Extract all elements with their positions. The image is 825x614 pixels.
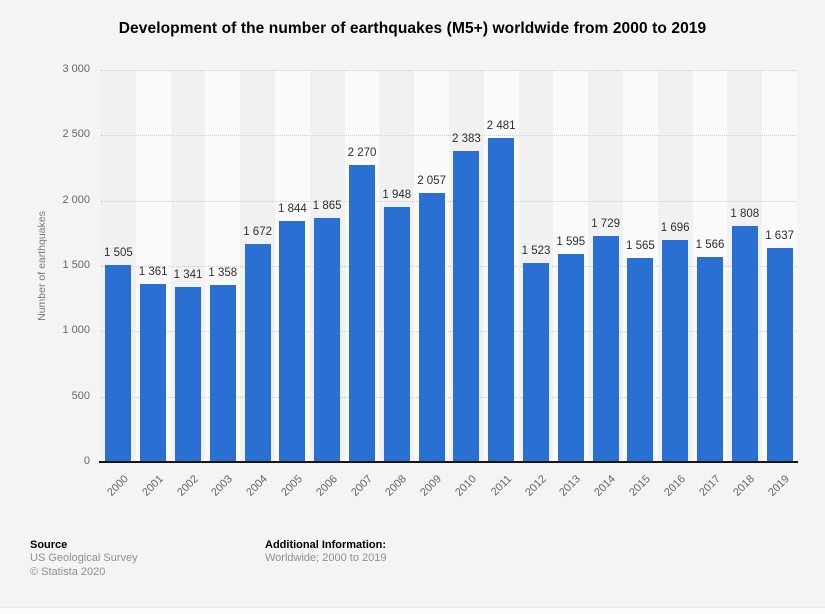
bottom-edge-strip (0, 607, 825, 614)
statista-copyright: © Statista 2020 (30, 565, 106, 578)
x-axis-tick-text: 2000 (105, 473, 131, 499)
gridline (101, 135, 797, 137)
x-axis-tick-text: 2013 (557, 473, 584, 499)
bar (662, 240, 689, 462)
bar (557, 253, 584, 462)
gridline (101, 70, 797, 71)
x-axis-tick-text: 2005 (279, 473, 305, 499)
x-axis-tick-text: 2015 (627, 473, 653, 499)
bar-value-label: 1 523 (521, 244, 551, 257)
bar-value-label: 1 358 (208, 266, 238, 279)
bar (731, 225, 758, 462)
x-axis-tick-text: 2003 (209, 473, 236, 499)
bar (627, 257, 654, 462)
source-block: Source US Geological Survey © Statista 2… (30, 538, 138, 579)
bar-value-label: 1 696 (660, 222, 690, 235)
x-axis-tick-text: 2012 (522, 473, 549, 499)
y-axis-tick-label: 500 (71, 389, 90, 402)
bar-value-label: 1 729 (591, 218, 620, 231)
x-axis-tick-text: 2009 (418, 473, 445, 499)
y-axis-tick-label: 1 000 (62, 324, 90, 337)
bar (766, 248, 793, 462)
bar-value-label: 1 844 (278, 203, 307, 216)
gridline (101, 200, 797, 202)
chart-title: Development of the number of earthquakes… (118, 20, 707, 37)
bar (279, 221, 306, 462)
gridline (101, 331, 797, 333)
x-axis-line (99, 461, 798, 463)
bar (244, 243, 271, 462)
y-axis-tick-label: 0 (83, 455, 90, 467)
bar (140, 284, 167, 462)
bar-value-label: 1 672 (243, 225, 272, 238)
bar (175, 286, 201, 462)
x-axis-tick-text: 2018 (731, 473, 758, 499)
x-axis-tick-text: 2010 (453, 473, 479, 499)
x-axis-tick-text: 2017 (696, 473, 723, 499)
x-axis-tick-text: 2016 (661, 473, 688, 499)
bar-value-label: 1 637 (765, 230, 794, 243)
source-heading: Source (30, 539, 68, 551)
x-axis-tick-text: 2001 (139, 473, 166, 499)
additional-info-heading: Additional Information: (265, 539, 386, 551)
gridline (101, 266, 797, 267)
bar-value-label: 1 948 (382, 189, 412, 202)
bar (453, 150, 480, 462)
bar (349, 165, 375, 462)
bar-value-label: 1 505 (104, 247, 133, 260)
x-axis-tick-text: 2014 (592, 473, 619, 499)
additional-info-block: Additional Information: Worldwide; 2000 … (265, 538, 387, 566)
bar (314, 218, 341, 462)
x-axis-tick-text: 2019 (766, 473, 793, 499)
bar (209, 284, 236, 462)
bar-value-label: 1 595 (556, 235, 586, 248)
y-axis-tick-label: 2 500 (62, 128, 90, 141)
x-axis-tick-text: 2011 (488, 473, 514, 499)
bar-value-label: 2 057 (417, 175, 446, 188)
bar-value-label: 1 361 (138, 266, 168, 279)
source-name: US Geological Survey (30, 552, 138, 564)
x-axis-tick-text: 2007 (348, 473, 375, 499)
bar-value-label: 2 383 (452, 132, 481, 145)
bar-value-label: 1 565 (626, 239, 655, 252)
bar (523, 263, 549, 462)
x-axis-tick-text: 2008 (383, 473, 410, 499)
x-axis-tick-text: 2002 (174, 473, 201, 499)
bar-value-label: 1 566 (695, 239, 725, 252)
bar (383, 207, 410, 462)
plot-area: 1 505 1 361 1 341 1 358 1 672 1 844 1 865 2 270… (101, 70, 797, 462)
bar (105, 265, 132, 462)
y-axis-tick-label: 3 000 (62, 63, 90, 75)
y-axis-tick-label: 2 000 (62, 193, 90, 206)
x-axis-tick-text: 2006 (313, 473, 340, 499)
gridline (101, 396, 797, 398)
y-axis-tick-label: 1 500 (62, 259, 90, 271)
bar (697, 257, 723, 462)
bar (488, 137, 515, 462)
bar-value-label: 1 341 (173, 268, 203, 281)
bar-value-label: 2 270 (347, 147, 377, 160)
bar-value-label: 2 481 (486, 119, 516, 132)
bar (592, 236, 619, 462)
bar-value-label: 1 865 (312, 200, 342, 213)
additional-info-text: Worldwide; 2000 to 2019 (265, 552, 387, 564)
x-axis-tick-text: 2004 (244, 473, 271, 499)
bar-value-label: 1 808 (730, 207, 760, 220)
bar (418, 193, 445, 462)
